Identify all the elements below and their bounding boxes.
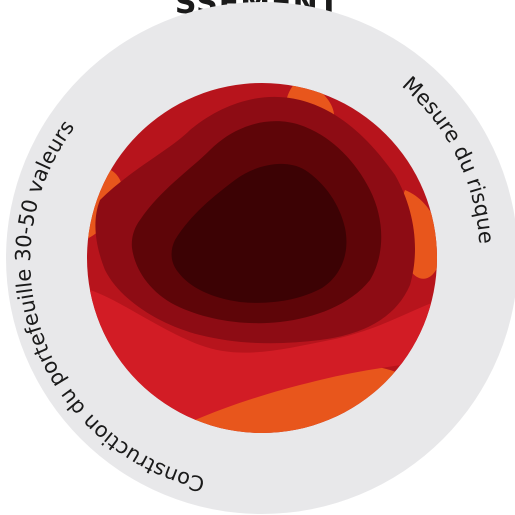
center-artwork — [87, 83, 437, 433]
